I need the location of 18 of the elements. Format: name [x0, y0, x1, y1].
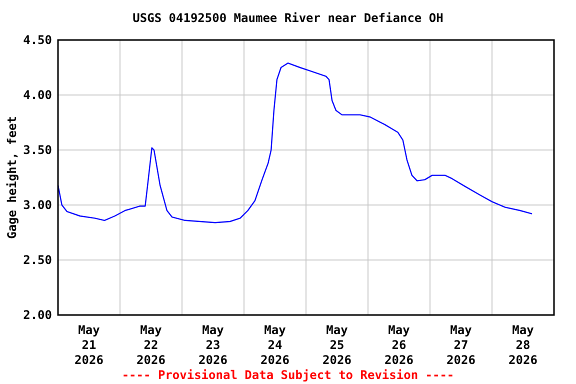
- y-tick-label: 2.00: [23, 308, 52, 322]
- x-tick-label: May 21 2026: [74, 323, 104, 367]
- x-tick-label: May 22 2026: [136, 323, 166, 367]
- y-axis-title: Gage height, feet: [5, 116, 19, 239]
- x-tick-label: May 25 2026: [322, 323, 352, 367]
- x-tick-label: May 26 2026: [384, 323, 414, 367]
- y-tick-label: 3.50: [23, 143, 52, 158]
- y-tick-label: 2.50: [23, 253, 52, 268]
- chart-title: USGS 04192500 Maumee River near Defiance OH: [132, 11, 444, 25]
- x-tick-label: May 23 2026: [198, 323, 228, 367]
- line-series: [57, 62, 533, 224]
- y-tick-label: 4.50: [23, 33, 52, 48]
- y-tick-label: 4.00: [23, 88, 52, 102]
- text: ---- Provisional Data Subject to Revision ----: [122, 368, 454, 382]
- x-tick-label: May 24 2026: [260, 323, 290, 367]
- y-tick-label: 3.00: [23, 198, 52, 212]
- x-tick-label: May 27 2026: [446, 323, 476, 367]
- x-tick-label: May 28 2026: [508, 323, 538, 367]
